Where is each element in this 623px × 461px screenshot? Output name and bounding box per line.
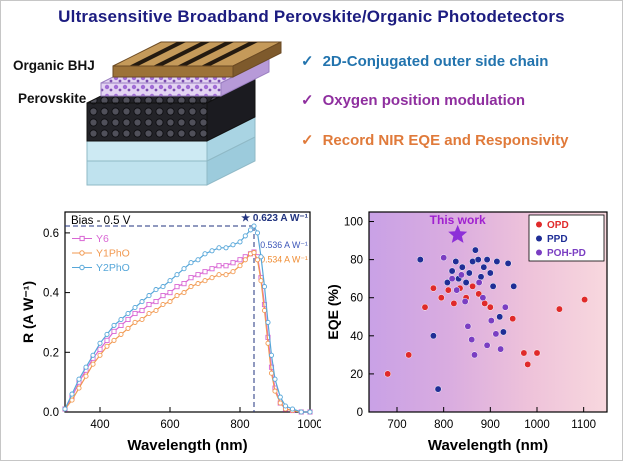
svg-text:80: 80	[350, 255, 363, 267]
svg-text:This work: This work	[430, 213, 486, 227]
svg-text:PPD: PPD	[547, 234, 568, 245]
x-axis-label: Wavelength (nm)	[428, 437, 548, 454]
highlight-text: Oxygen position modulation	[322, 92, 526, 110]
svg-text:60: 60	[350, 293, 363, 305]
legend: Y6 Y1PhO Y2PhO	[72, 233, 130, 274]
svg-text:600: 600	[160, 419, 179, 431]
device-3d-illustration	[86, 41, 282, 186]
this-work-annotation: This work	[430, 213, 486, 243]
svg-text:700: 700	[387, 419, 406, 431]
svg-text:POH-PD: POH-PD	[547, 248, 586, 259]
svg-text:0.536 A W⁻¹: 0.536 A W⁻¹	[260, 240, 308, 250]
highlight-2d-conjugated: ✓ 2D-Conjugated outer side chain	[301, 53, 619, 70]
plot-frame	[64, 211, 311, 413]
label-organic-bhj: Organic BHJ	[13, 58, 95, 73]
svg-text:100: 100	[344, 217, 363, 229]
check-icon: ✓	[301, 131, 314, 149]
peak-annotation: ★ 0.623 A W⁻¹ 0.536 A W⁻¹ 0.534 A W⁻¹	[65, 213, 309, 412]
highlight-oxygen-position: ✓ Oxygen position modulation	[301, 92, 619, 109]
axis-ticks: 700 800 900 1000 1100 0 20 40 60 80 100	[344, 217, 596, 431]
svg-text:Y1PhO: Y1PhO	[96, 248, 130, 260]
eqe-comparison-chart: This work 700 800 900 1000 1100 0 20 40 60 80 100 Wa…	[325, 211, 608, 454]
svg-text:0.6: 0.6	[43, 228, 59, 240]
figure-title: Ultrasensitive Broadband Perovskite/Orga…	[58, 7, 565, 26]
svg-text:800: 800	[230, 419, 249, 431]
svg-text:Y2PhO: Y2PhO	[96, 262, 130, 274]
check-icon: ✓	[301, 53, 314, 70]
svg-text:★ 0.623 A W⁻¹: ★ 0.623 A W⁻¹	[241, 213, 309, 224]
svg-text:1100: 1100	[571, 419, 596, 431]
svg-text:400: 400	[90, 419, 109, 431]
svg-text:40: 40	[350, 331, 363, 343]
svg-text:20: 20	[350, 369, 363, 381]
axis-ticks: 400 600 800 1000 0.0 0.2 0.4 0.6	[43, 228, 321, 431]
svg-text:0.534 A W⁻¹: 0.534 A W⁻¹	[260, 255, 308, 265]
svg-text:0: 0	[357, 407, 363, 419]
y-axis-label: EQE (%)	[325, 284, 341, 339]
highlight-list: ✓ 2D-Conjugated outer side chain ✓ Oxyge…	[301, 53, 619, 171]
responsivity-spectrum-chart: 400 600 800 1000 0.0 0.2 0.4 0.6 Wavelength (nm)…	[20, 211, 321, 454]
svg-text:800: 800	[434, 419, 453, 431]
series-POH-PD	[440, 254, 509, 359]
highlight-text: Record NIR EQE and Responsivity	[322, 131, 569, 149]
x-axis-label: Wavelength (nm)	[127, 437, 247, 454]
check-icon: ✓	[301, 92, 314, 110]
svg-text:0.2: 0.2	[43, 347, 59, 359]
svg-text:OPD: OPD	[547, 220, 569, 231]
svg-text:900: 900	[481, 419, 500, 431]
svg-text:0.4: 0.4	[43, 288, 60, 300]
plot-frame	[368, 211, 608, 413]
svg-text:0.0: 0.0	[43, 407, 59, 419]
series-PPD	[416, 246, 518, 393]
y-axis-label: R (A W⁻¹)	[20, 281, 36, 343]
svg-text:1000: 1000	[524, 419, 550, 431]
svg-text:Y6: Y6	[96, 233, 109, 245]
label-perovskite: Perovskite	[18, 91, 87, 106]
legend: OPD PPD POH-PD	[528, 214, 605, 262]
series-Y2PhO	[62, 223, 313, 415]
highlight-record-nir: ✓ Record NIR EQE and Responsivity	[301, 132, 619, 149]
bias-label: Bias - 0.5 V	[71, 215, 131, 227]
highlight-text: 2D-Conjugated outer side chain	[322, 53, 549, 70]
svg-text:1000: 1000	[297, 419, 321, 431]
electrode-layer	[112, 41, 282, 78]
